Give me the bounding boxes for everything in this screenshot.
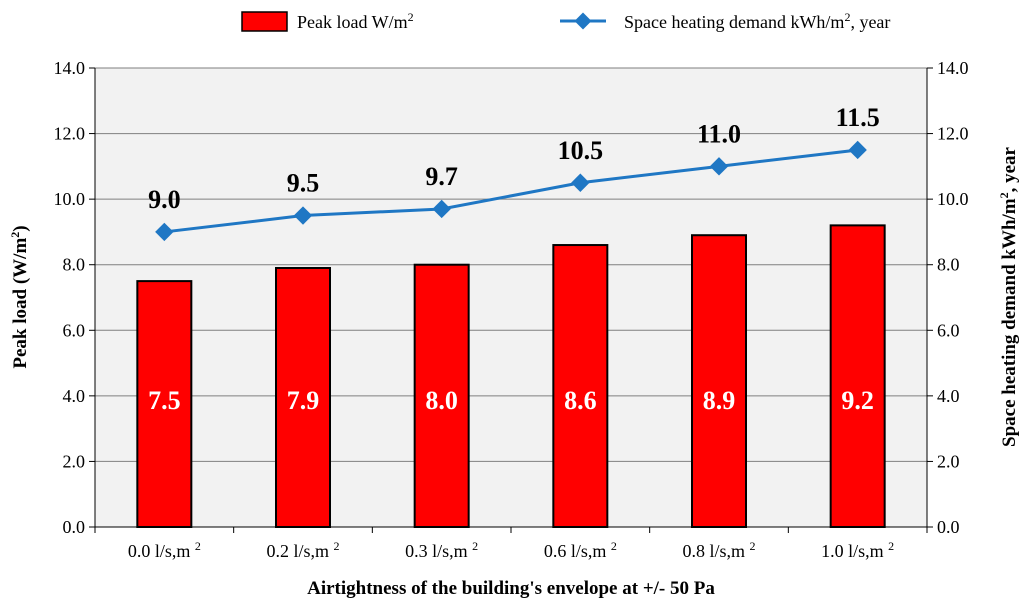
bars-peak-load	[136, 224, 886, 529]
bar-value-label: 8.9	[703, 386, 736, 415]
x-tick-label: 0.3 l/s,m 2	[405, 539, 478, 561]
bar	[136, 280, 193, 528]
right-tick-label: 14.0	[937, 58, 969, 78]
left-tick-label: 2.0	[63, 451, 86, 471]
line-point	[709, 157, 729, 176]
left-tick-label: 10.0	[54, 189, 86, 209]
left-tick-label: 14.0	[54, 58, 86, 78]
line-space-heating	[155, 140, 867, 242]
gridlines	[95, 67, 927, 462]
bar-value-label: 8.0	[425, 386, 458, 415]
right-tick-label: 0.0	[937, 517, 960, 537]
left-axis-title: Peak load (W/m2)	[8, 225, 31, 368]
plot-area	[95, 68, 927, 527]
bar	[413, 263, 470, 528]
x-tick-label: 0.0 l/s,m 2	[128, 539, 201, 561]
bar-value-label: 7.9	[287, 386, 320, 415]
x-tick-label: 0.2 l/s,m 2	[266, 539, 339, 561]
left-tick-label: 6.0	[63, 320, 86, 340]
line-point	[848, 140, 867, 160]
line-point	[571, 173, 590, 192]
legend-marker-space-heating	[574, 12, 592, 30]
left-tick-label: 8.0	[63, 255, 86, 275]
line-value-label: 9.7	[425, 162, 458, 191]
line-value-label: 10.5	[558, 136, 604, 165]
x-axis-ticks: 0.0 l/s,m 2 0.2 l/s,m 2 0.3 l/s,m 2 0.6 l/s…	[94, 527, 928, 561]
bar	[829, 224, 886, 528]
right-tick-label: 10.0	[937, 189, 969, 209]
line-value-label: 9.0	[148, 185, 181, 214]
bar	[275, 266, 331, 528]
x-tick-label: 0.6 l/s,m 2	[544, 539, 617, 561]
line-point	[293, 206, 313, 225]
bar-value-label: 8.6	[564, 386, 597, 415]
line-value-label: 11.5	[836, 103, 880, 132]
left-tick-label: 12.0	[54, 124, 86, 144]
legend-label-peak-load: Peak load W/m2	[297, 10, 414, 32]
right-tick-label: 4.0	[937, 386, 960, 406]
right-axis-title: Space heating demand kWh/m2, year	[997, 146, 1020, 447]
x-tick-label: 0.8 l/s,m 2	[682, 539, 755, 561]
right-tick-label: 12.0	[937, 124, 969, 144]
line-value-label: 9.5	[287, 169, 320, 198]
line-point	[432, 199, 451, 219]
line-point	[155, 222, 174, 242]
bar	[552, 244, 609, 529]
legend-swatch-peak-load	[241, 11, 288, 32]
left-axis-ticks: 0.0 2.0 4.0 6.0 8.0 10.0 12.0 14.0	[54, 58, 95, 537]
line-value-label: 11.0	[697, 119, 741, 148]
left-tick-label: 4.0	[63, 386, 86, 406]
bar-value-label: 9.2	[841, 386, 874, 415]
bar	[691, 234, 747, 528]
right-tick-label: 2.0	[937, 451, 960, 471]
right-tick-label: 6.0	[937, 320, 960, 340]
right-axis-ticks: 0.0 2.0 4.0 6.0 8.0 10.0 12.0 14.0	[927, 58, 969, 537]
right-tick-label: 8.0	[937, 255, 960, 275]
series-line	[164, 148, 858, 234]
x-axis-title: Airtightness of the building's envelope …	[307, 578, 715, 599]
bar-data-labels: 7.5 7.9 8.0 8.6 8.9 9.2	[148, 386, 874, 415]
x-tick-label: 1.0 l/s,m 2	[821, 539, 894, 561]
bar-value-label: 7.5	[148, 386, 181, 415]
legend: Peak load W/m2 Space heating demand kWh/…	[241, 10, 890, 32]
line-data-labels: 9.0 9.5 9.7 10.5 11.0 11.5	[148, 103, 880, 214]
left-tick-label: 0.0	[63, 517, 86, 537]
legend-label-space-heating: Space heating demand kWh/m2, year	[624, 10, 890, 32]
